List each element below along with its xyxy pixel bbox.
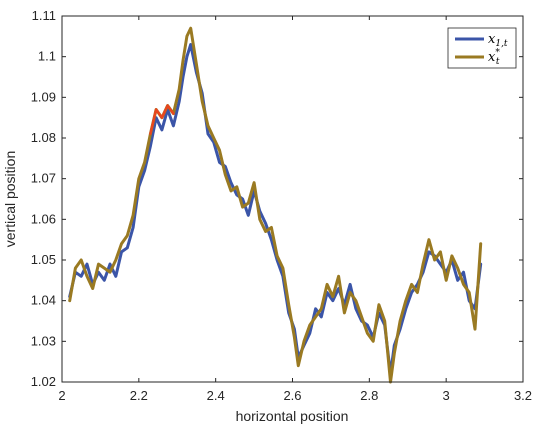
x-tick-label: 2.6 xyxy=(283,388,301,403)
legend-label-series-2: x* t xyxy=(488,48,500,67)
y-tick-label: 1.09 xyxy=(31,89,56,104)
x-tick-label: 2.8 xyxy=(360,388,378,403)
series-layer xyxy=(68,26,483,384)
y-tick-label: 1.04 xyxy=(31,293,56,308)
x-tick-label: 2 xyxy=(58,388,65,403)
y-ticks: 1.02 1.03 1.04 1.05 1.06 1.07 1.08 1.09 1.1 1.11 xyxy=(31,8,523,389)
series-highlight xyxy=(149,104,175,136)
series-line-2 xyxy=(68,26,483,384)
y-tick-label: 1.07 xyxy=(31,171,56,186)
x-tick-label: 3 xyxy=(443,388,450,403)
x-tick-label: 2.4 xyxy=(207,388,225,403)
x-axis-title: horizontal position xyxy=(236,408,349,424)
y-tick-label: 1.1 xyxy=(38,49,56,64)
y-axis-title: vertical position xyxy=(2,151,18,248)
y-tick-label: 1.11 xyxy=(32,8,56,23)
y-tick-label: 1.06 xyxy=(31,211,56,226)
legend-box xyxy=(447,27,517,69)
legend-label-series-1: x1,t xyxy=(488,32,508,49)
x-ticks: 2 2.2 2.4 2.6 2.8 3 3.2 xyxy=(58,16,532,403)
y-tick-label: 1.03 xyxy=(31,333,56,348)
x-tick-label: 2.2 xyxy=(130,388,148,403)
x-tick-label: 3.2 xyxy=(514,388,532,403)
y-tick-label: 1.08 xyxy=(31,130,56,145)
y-tick-label: 1.05 xyxy=(31,252,56,267)
legend: x1,t x* t xyxy=(447,27,517,69)
series-line-1 xyxy=(68,43,483,376)
y-tick-label: 1.02 xyxy=(31,374,56,389)
